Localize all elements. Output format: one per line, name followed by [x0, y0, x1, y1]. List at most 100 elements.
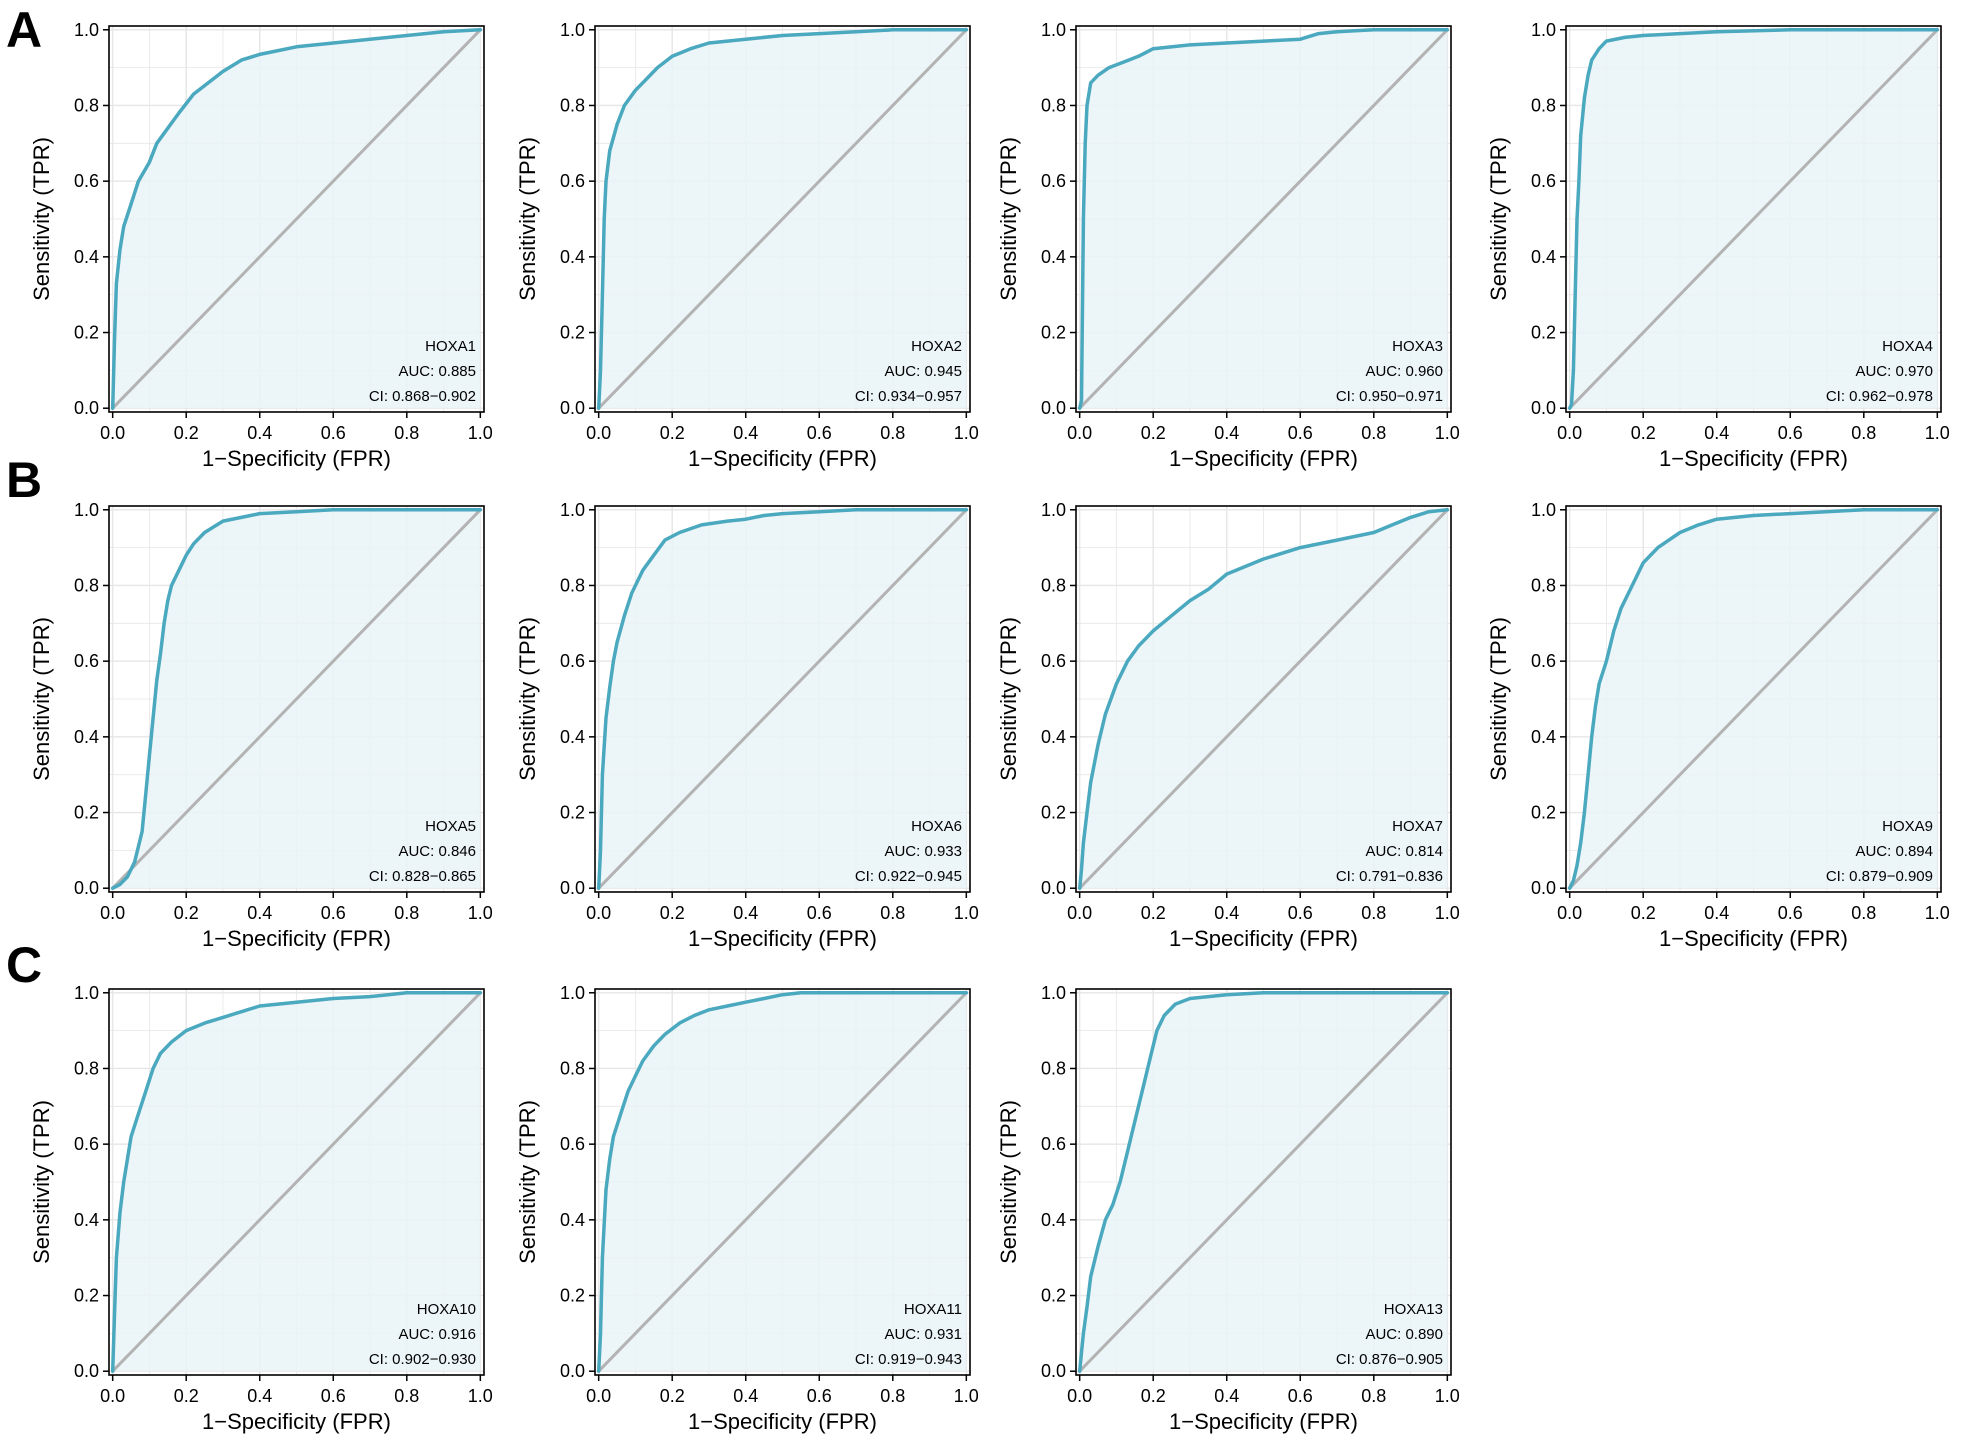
y-tick-label: 0.4 [560, 727, 585, 747]
y-tick-label: 0.4 [1531, 247, 1556, 267]
y-tick-label: 0.4 [1531, 727, 1556, 747]
x-axis-label: 1−Specificity (FPR) [1169, 446, 1358, 471]
x-tick-label: 0.8 [1361, 423, 1386, 443]
roc-panel-hoxa5: 0.0 0.2 0.4 0.6 0.8 1.0 0.0 0.2 0.4 0.6 0.8 1.0 1−Sp… [29, 500, 493, 951]
x-tick-label: 0.0 [586, 903, 611, 923]
y-tick-label: 0.0 [1041, 878, 1066, 898]
y-tick-label: 0.8 [560, 1058, 585, 1078]
x-tick-label: 1.0 [468, 423, 493, 443]
x-tick-label: 0.0 [586, 1386, 611, 1406]
y-tick-label: 0.6 [1041, 651, 1066, 671]
y-tick-label: 1.0 [560, 500, 585, 520]
y-tick-label: 0.8 [560, 575, 585, 595]
x-tick-label: 0.8 [1851, 903, 1876, 923]
ci-label: CI: 0.919−0.943 [855, 1351, 962, 1368]
roc-curve [110, 991, 483, 1373]
x-tick-label: 0.6 [1288, 423, 1313, 443]
x-tick-label: 0.2 [1631, 903, 1656, 923]
y-tick-label: 0.8 [74, 575, 99, 595]
y-tick-label: 0.6 [560, 171, 585, 191]
y-tick-label: 0.0 [74, 1361, 99, 1381]
x-tick-label: 0.2 [1141, 903, 1166, 923]
x-tick-label: 1.0 [1435, 903, 1460, 923]
x-tick-label: 0.4 [1214, 423, 1239, 443]
x-tick-label: 0.0 [1557, 903, 1582, 923]
roc-curve [596, 991, 969, 1373]
gene-label: HOXA3 [1392, 338, 1443, 355]
y-tick-label: 0.2 [560, 803, 585, 823]
x-tick-label: 1.0 [468, 903, 493, 923]
x-tick-label: 0.0 [1557, 423, 1582, 443]
x-tick-label: 0.8 [880, 1386, 905, 1406]
y-axis-label: Sensitivity (TPR) [515, 617, 540, 781]
y-axis-label: Sensitivity (TPR) [1486, 617, 1511, 781]
y-tick-label: 0.4 [74, 247, 99, 267]
x-axis-label: 1−Specificity (FPR) [1659, 926, 1848, 951]
roc-curve [110, 28, 483, 410]
x-axis-label: 1−Specificity (FPR) [202, 446, 391, 471]
panel-label-b: B [6, 452, 42, 508]
y-tick-label: 1.0 [1041, 20, 1066, 40]
x-tick-label: 0.8 [880, 423, 905, 443]
y-tick-label: 1.0 [74, 500, 99, 520]
plot-frame [594, 505, 971, 893]
roc-curve [596, 508, 969, 890]
plot-frame [108, 25, 485, 413]
y-tick-label: 0.0 [560, 398, 585, 418]
roc-panel-hoxa13: 0.0 0.2 0.4 0.6 0.8 1.0 0.0 0.2 0.4 0.6 0.8 1.0 1−Sp… [996, 983, 1460, 1434]
auc-label: AUC: 0.890 [1365, 1326, 1443, 1343]
ci-label: CI: 0.868−0.902 [369, 388, 476, 405]
ci-label: CI: 0.791−0.836 [1336, 868, 1443, 885]
x-tick-label: 0.8 [1361, 903, 1386, 923]
x-tick-label: 0.0 [586, 423, 611, 443]
y-tick-label: 0.0 [74, 878, 99, 898]
y-tick-label: 0.0 [560, 878, 585, 898]
chance-diagonal [111, 28, 482, 410]
gene-label: HOXA1 [425, 338, 476, 355]
gene-label: HOXA4 [1882, 338, 1933, 355]
roc-curve [596, 28, 969, 410]
roc-curve [1567, 28, 1940, 410]
y-tick-label: 0.8 [1531, 575, 1556, 595]
gene-label: HOXA11 [904, 1301, 962, 1318]
chance-diagonal [597, 28, 968, 410]
x-axis-label: 1−Specificity (FPR) [1659, 446, 1848, 471]
y-tick-label: 0.4 [1041, 727, 1066, 747]
x-axis-label: 1−Specificity (FPR) [1169, 1409, 1358, 1434]
roc-panel-hoxa9: 0.0 0.2 0.4 0.6 0.8 1.0 0.0 0.2 0.4 0.6 0.8 1.0 1−Sp… [1486, 500, 1950, 951]
y-axis-label: Sensitivity (TPR) [29, 617, 54, 781]
x-tick-label: 0.2 [1141, 423, 1166, 443]
plot-frame [594, 25, 971, 413]
y-tick-label: 1.0 [560, 983, 585, 1003]
x-tick-label: 0.0 [100, 423, 125, 443]
x-tick-label: 1.0 [1925, 903, 1950, 923]
y-axis-label: Sensitivity (TPR) [29, 137, 54, 301]
y-tick-label: 0.2 [1041, 803, 1066, 823]
y-tick-label: 0.6 [1531, 651, 1556, 671]
roc-panel-hoxa4: 0.0 0.2 0.4 0.6 0.8 1.0 0.0 0.2 0.4 0.6 0.8 1.0 1−Sp… [1486, 20, 1950, 471]
plot-frame [1075, 25, 1452, 413]
roc-curve [110, 508, 483, 890]
y-tick-label: 0.6 [74, 651, 99, 671]
x-tick-label: 0.2 [660, 1386, 685, 1406]
y-tick-label: 1.0 [1041, 500, 1066, 520]
y-tick-label: 0.8 [74, 95, 99, 115]
chance-diagonal [1078, 28, 1449, 410]
y-axis-label: Sensitivity (TPR) [515, 1100, 540, 1264]
chance-diagonal [1078, 508, 1449, 890]
chance-diagonal [111, 508, 482, 890]
y-tick-label: 0.6 [1041, 171, 1066, 191]
panel-label-a: A [6, 2, 42, 58]
gene-label: HOXA13 [1384, 1301, 1443, 1318]
gene-label: HOXA9 [1882, 818, 1933, 835]
auc-label: AUC: 0.894 [1855, 843, 1933, 860]
ci-label: CI: 0.922−0.945 [855, 868, 962, 885]
y-tick-label: 1.0 [74, 20, 99, 40]
x-tick-label: 0.8 [1361, 1386, 1386, 1406]
plot-frame [594, 988, 971, 1376]
x-tick-label: 0.0 [100, 903, 125, 923]
y-axis-label: Sensitivity (TPR) [29, 1100, 54, 1264]
y-tick-label: 1.0 [560, 20, 585, 40]
x-tick-label: 0.8 [394, 903, 419, 923]
y-tick-label: 0.6 [74, 1134, 99, 1154]
